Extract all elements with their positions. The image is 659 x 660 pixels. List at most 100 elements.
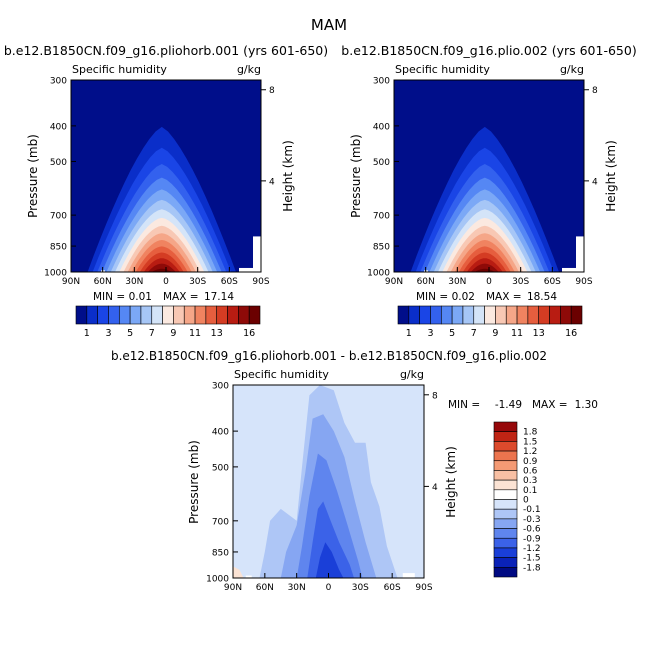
contour-band [151,268,172,272]
panel-title: b.e12.B1850CN.f09_g16.pliohorb.001 - b.e… [111,349,547,363]
colorbar-label: 1 [406,328,412,339]
panel-title: b.e12.B1850CN.f09_g16.plio.002 (yrs 601-… [341,43,636,58]
x-tick-label: 90S [252,277,269,287]
y-tick-label: 500 [50,158,67,168]
max-value: 18.54 [527,291,557,303]
colorbar-swatch [173,305,185,325]
colorbar-label: -0.3 [523,515,541,525]
contour-band [315,542,344,578]
colorbar-swatch [527,305,540,325]
colorbar-label: 3 [105,328,111,339]
max-value: 17.14 [204,291,234,303]
y-tick-label: 850 [373,243,390,253]
colorbar-swatch [570,305,583,325]
max-value: 1.30 [575,399,598,411]
y-tick-label: 700 [212,517,229,527]
contour-field [394,80,584,272]
x-tick-label: 30N [448,277,466,287]
colorbar-swatch [493,479,518,491]
y-tick-label: 1000 [206,575,229,585]
y-tick-label: 300 [212,382,229,392]
colorbar-swatch [75,305,88,325]
x-tick-label: 60S [384,583,401,593]
x-tick-label: 60S [221,277,238,287]
colorbar-label: 7 [471,328,477,339]
colorbar-swatch [408,305,420,325]
colorbar-swatch [86,305,98,325]
colorbar-swatch [430,305,442,325]
y2-tick-label: 8 [592,86,598,96]
y-tick-label: 1000 [367,269,390,279]
min-label: MIN = [448,399,480,411]
colorbar-swatch [397,305,410,325]
colorbar-label: 0 [523,496,529,506]
colorbar-label: 1.2 [523,447,537,457]
colorbar-label: -0.1 [523,505,541,515]
figure-title: MAM [311,16,347,34]
min-label: MIN = [93,291,125,303]
x-tick-label: 90N [62,277,80,287]
contour-band [233,566,244,578]
colorbar-label: 1.5 [523,437,537,447]
colorbar-swatch [183,305,196,325]
x-tick-label: 0 [163,277,169,287]
y-tick-label: 400 [212,428,229,438]
missing-data [562,267,576,272]
variable-label: Specific humidity [72,63,167,76]
x-tick-label: 60N [417,277,435,287]
y-tick-label: 850 [50,243,67,253]
contour-band [307,501,354,578]
colorbar-label: 16 [243,328,255,339]
missing-data [239,267,253,272]
colorbar-label: 7 [149,328,155,339]
min-label: MIN = [416,291,448,303]
max-label: MAX = [486,291,522,303]
colorbar-label: 11 [189,328,201,339]
colorbar-label: 0.9 [523,457,538,467]
y2-axis-label: Height (km) [444,446,458,517]
colorbar-label: 0.1 [523,486,537,496]
colorbar-swatch [549,305,561,325]
colorbar-label: 1 [84,328,90,339]
colorbar-label: 5 [127,328,133,339]
colorbar-label: 1.8 [523,428,538,438]
x-tick-label: 60N [94,277,112,287]
units-label: g/kg [560,63,584,76]
y-axis-label: Pressure (mb) [26,134,40,218]
colorbar-swatch [493,450,518,462]
colorbar-label: 13 [533,328,545,339]
contour-field [71,80,261,272]
colorbar-swatch [108,305,120,325]
colorbar-label: -1.5 [523,554,541,564]
colorbar-swatch [419,305,431,325]
x-tick-label: 90N [385,277,403,287]
x-tick-label: 90S [415,583,432,593]
y-tick-label: 850 [212,548,229,558]
colorbar-swatch [440,305,453,325]
x-tick-label: 60S [544,277,561,287]
panel-title: b.e12.B1850CN.f09_g16.pliohorb.001 (yrs … [4,43,328,58]
colorbar-swatch [516,305,529,325]
contour-field [233,385,424,578]
colorbar-swatch [493,460,518,471]
min-value: 0.02 [452,291,475,303]
missing-data [402,573,415,578]
colorbar-label: 9 [492,328,498,339]
panel-plio: b.e12.B1850CN.f09_g16.plio.002 (yrs 601-… [341,43,636,339]
colorbar-swatch [493,537,518,549]
colorbar-swatch [493,557,518,568]
min-value: 0.01 [129,291,152,303]
max-label: MAX = [532,399,568,411]
colorbar-label: 11 [511,328,523,339]
colorbar-swatch [493,567,518,578]
colorbar-label: 9 [170,328,176,339]
colorbar-swatch [493,441,518,452]
x-tick-label: 30S [189,277,206,287]
colorbar-swatch [495,305,507,325]
colorbar-swatch [493,518,518,529]
variable-label: Specific humidity [395,63,490,76]
missing-data [245,575,252,578]
colorbar-swatch [162,305,174,325]
